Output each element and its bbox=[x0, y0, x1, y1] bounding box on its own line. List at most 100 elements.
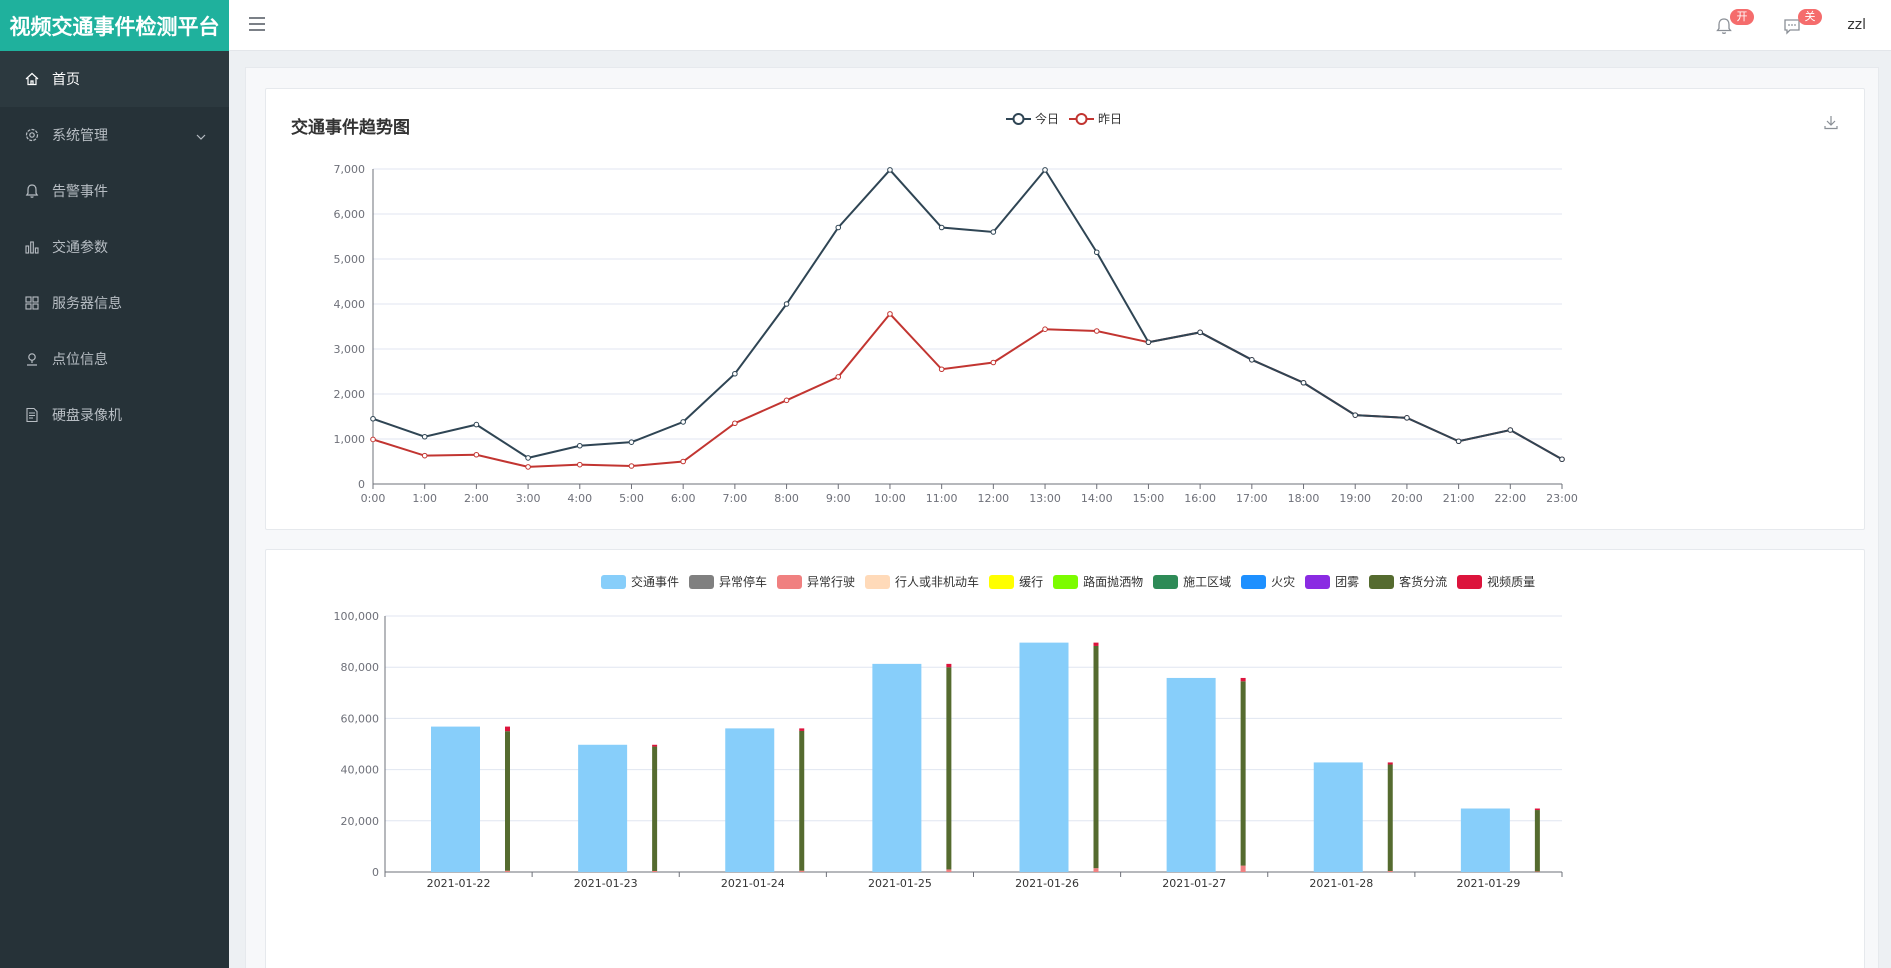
sidebar-item-label: 硬盘录像机 bbox=[52, 408, 122, 424]
sidebar-item-label: 首页 bbox=[52, 72, 80, 88]
legend-swatch bbox=[689, 574, 715, 589]
stacked-bar bbox=[1240, 865, 1246, 872]
legend-swatch bbox=[601, 574, 626, 589]
sidebar-item-label: 服务器信息 bbox=[52, 296, 122, 312]
data-point bbox=[732, 370, 738, 377]
x-tick-label: 8:00 bbox=[774, 492, 799, 505]
legend-item-yesterday[interactable]: 昨日 bbox=[1069, 110, 1122, 127]
x-tick-label: 20:00 bbox=[1391, 492, 1423, 505]
stacked-bar bbox=[946, 869, 952, 872]
sidebar-item-label: 交通参数 bbox=[52, 240, 108, 256]
home-icon bbox=[24, 71, 40, 87]
series-line bbox=[372, 168, 1563, 461]
app-title: 视频交通事件检测平台 bbox=[0, 0, 229, 51]
legend-item[interactable]: 团雾 bbox=[1305, 573, 1359, 590]
sidebar-item-system[interactable]: 系统管理 bbox=[0, 107, 229, 163]
x-tick-label: 22:00 bbox=[1494, 492, 1526, 505]
data-point bbox=[1352, 412, 1359, 418]
x-tick-label: 18:00 bbox=[1288, 492, 1320, 505]
data-point bbox=[783, 301, 790, 307]
data-point bbox=[1042, 326, 1048, 332]
data-point bbox=[1093, 249, 1100, 256]
legend-item[interactable]: 异常行驶 bbox=[777, 573, 855, 590]
bar bbox=[1166, 677, 1216, 872]
legend-swatch bbox=[1369, 574, 1395, 589]
x-tick-label: 2:00 bbox=[464, 492, 489, 505]
sidebar-item-location[interactable]: 点位信息 bbox=[0, 331, 229, 387]
y-tick-label: 0 bbox=[358, 478, 365, 491]
stacked-bar bbox=[799, 730, 805, 871]
y-tick-label: 2,000 bbox=[334, 388, 366, 401]
legend-item[interactable]: 视频质量 bbox=[1457, 573, 1535, 590]
sidebar-item-home[interactable]: 首页 bbox=[0, 51, 229, 107]
event-stats-plot: 0 20,000 40,000 60,000 80,000 100,000 2021-01-… bbox=[334, 610, 1563, 890]
y-tick-label: 6,000 bbox=[334, 208, 366, 221]
stacked-bar bbox=[1387, 870, 1393, 872]
x-tick-label: 2021-01-29 bbox=[1456, 877, 1520, 890]
data-point bbox=[473, 451, 480, 458]
y-tick-label: 40,000 bbox=[341, 764, 380, 777]
x-tick-label: 2021-01-25 bbox=[868, 877, 932, 890]
legend-item[interactable]: 火灾 bbox=[1241, 573, 1295, 590]
legend-item[interactable]: 异常停车 bbox=[689, 573, 767, 590]
data-point bbox=[1145, 339, 1152, 346]
legend-item[interactable]: 路面抛洒物 bbox=[1053, 573, 1143, 590]
y-tick-label: 60,000 bbox=[341, 712, 380, 725]
notification-button[interactable]: 开 bbox=[1714, 9, 1754, 38]
menu-toggle-icon[interactable] bbox=[249, 17, 265, 31]
sidebar-item-nvr[interactable]: 硬盘录像机 bbox=[0, 387, 229, 443]
bar bbox=[1019, 642, 1069, 872]
data-point bbox=[421, 452, 428, 459]
x-tick-label: 1:00 bbox=[412, 492, 437, 505]
legend-item[interactable]: 行人或非机动车 bbox=[865, 573, 979, 590]
x-tick-label: 14:00 bbox=[1081, 492, 1113, 505]
data-point bbox=[1559, 456, 1565, 463]
data-point bbox=[421, 433, 428, 440]
y-tick-label: 100,000 bbox=[334, 610, 380, 623]
stacked-bar bbox=[1534, 871, 1540, 872]
bar bbox=[1313, 762, 1363, 872]
sidebar-item-server[interactable]: 服务器信息 bbox=[0, 275, 229, 331]
legend-label: 施工区域 bbox=[1183, 575, 1232, 589]
sidebar-item-traffic[interactable]: 交通参数 bbox=[0, 219, 229, 275]
bar bbox=[1460, 808, 1510, 872]
trend-chart-title: 交通事件趋势图 bbox=[291, 118, 410, 138]
data-point bbox=[680, 458, 686, 465]
x-tick-label: 19:00 bbox=[1339, 492, 1371, 505]
y-tick-label: 5,000 bbox=[334, 253, 366, 266]
download-icon[interactable] bbox=[1823, 114, 1839, 134]
data-point bbox=[576, 442, 583, 449]
legend-label: 火灾 bbox=[1271, 575, 1296, 589]
y-tick-label: 7,000 bbox=[334, 163, 366, 176]
message-badge: 关 bbox=[1798, 9, 1822, 25]
data-point bbox=[1042, 167, 1048, 173]
stacked-bar bbox=[652, 746, 658, 871]
legend-label: 交通事件 bbox=[631, 575, 680, 589]
legend-swatch bbox=[1457, 574, 1483, 589]
legend-label: 今日 bbox=[1035, 112, 1060, 126]
data-point bbox=[835, 374, 842, 380]
stacked-bar bbox=[1240, 677, 1246, 682]
x-tick-label: 23:00 bbox=[1546, 492, 1578, 505]
message-button[interactable]: 关 bbox=[1782, 9, 1822, 38]
sidebar-item-alarm[interactable]: 告警事件 bbox=[0, 163, 229, 219]
legend-item[interactable]: 交通事件 bbox=[601, 573, 679, 590]
legend-item[interactable]: 缓行 bbox=[989, 573, 1043, 590]
legend-yesterday-marker bbox=[1069, 112, 1095, 125]
legend-item-today[interactable]: 今日 bbox=[1006, 110, 1059, 127]
legend-item[interactable]: 施工区域 bbox=[1153, 573, 1231, 590]
stacked-bar bbox=[1387, 762, 1393, 765]
top-bar: 开 关 zzl bbox=[229, 0, 1891, 51]
bar bbox=[872, 663, 922, 872]
data-point bbox=[1507, 427, 1514, 433]
data-point bbox=[1197, 329, 1203, 336]
user-name[interactable]: zzl bbox=[1847, 17, 1866, 33]
data-point bbox=[1455, 438, 1462, 445]
legend-item[interactable]: 客货分流 bbox=[1369, 573, 1447, 590]
legend-label: 昨日 bbox=[1098, 112, 1123, 126]
trend-chart-legend: 今日 昨日 bbox=[1006, 110, 1132, 127]
event-stats-card: 交通事件 异常停车 异常行驶 行人或非机动车 缓行 路面抛洒物 施工区域 火灾 团雾 客货分流 视频… bbox=[265, 549, 1865, 968]
stacked-bar bbox=[505, 870, 510, 872]
sidebar-item-label: 点位信息 bbox=[52, 352, 108, 368]
data-point bbox=[783, 397, 790, 404]
